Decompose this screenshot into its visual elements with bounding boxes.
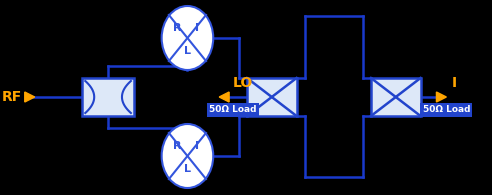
Polygon shape: [436, 92, 446, 102]
Polygon shape: [219, 92, 229, 102]
Polygon shape: [25, 92, 34, 102]
Text: 50Ω Load: 50Ω Load: [423, 105, 470, 114]
Bar: [82, 78, 134, 116]
Bar: [247, 78, 297, 116]
Text: R: R: [173, 141, 182, 151]
Text: 50Ω Load: 50Ω Load: [209, 105, 257, 114]
Text: L: L: [184, 46, 191, 56]
Bar: [371, 78, 421, 116]
Text: LO: LO: [233, 76, 253, 90]
Ellipse shape: [162, 124, 213, 188]
Text: RF: RF: [2, 90, 22, 104]
Ellipse shape: [162, 6, 213, 70]
Text: I: I: [195, 23, 199, 33]
Text: I: I: [195, 141, 199, 151]
Text: L: L: [184, 164, 191, 175]
Text: R: R: [173, 23, 182, 33]
Text: I: I: [452, 76, 457, 90]
